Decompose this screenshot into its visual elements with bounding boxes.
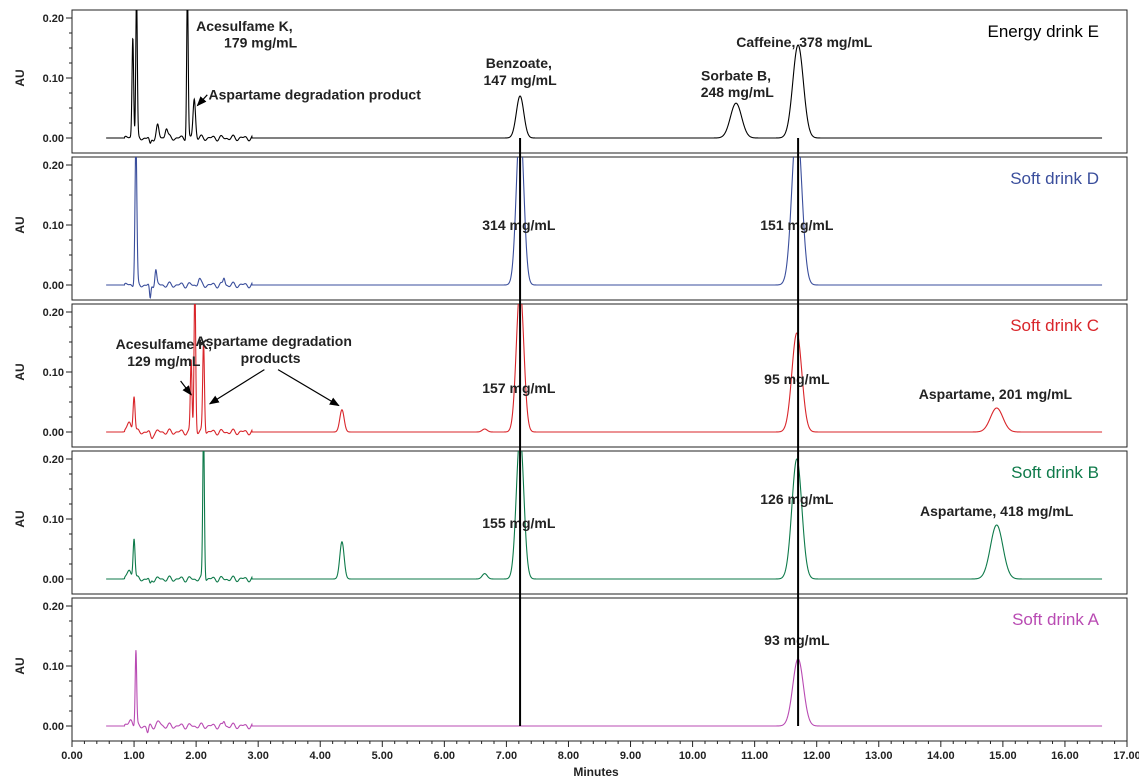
x-tick-label: 9.00: [620, 750, 641, 762]
panel-label: Soft drink C: [1010, 316, 1099, 335]
x-tick-label: 13.00: [865, 750, 893, 762]
x-tick-label: 2.00: [185, 750, 206, 762]
x-tick-label: 17.00: [1113, 750, 1139, 762]
peak-annotation: 248 mg/mL: [701, 84, 775, 100]
x-tick-label: 3.00: [247, 750, 268, 762]
y-axis-label: AU: [13, 657, 27, 674]
trace-soft-drink-b: [106, 451, 1103, 584]
trace-soft-drink-a: [106, 650, 1103, 734]
x-tick-label: 4.00: [310, 750, 331, 762]
y-tick-label: 0.20: [43, 307, 64, 319]
y-axis-label: AU: [13, 69, 27, 86]
y-axis-label: AU: [13, 216, 27, 233]
peak-annotation: 93 mg/mL: [764, 632, 830, 648]
peak-annotation: 129 mg/mL: [127, 353, 201, 369]
x-tick-label: 7.00: [496, 750, 517, 762]
peak-annotation: Acesulfame K,: [196, 18, 292, 34]
peak-annotation: Caffeine, 378 mg/mL: [736, 34, 873, 50]
peak-annotation: 95 mg/mL: [764, 371, 830, 387]
y-tick-label: 0.00: [43, 427, 64, 439]
peak-annotation: 147 mg/mL: [483, 72, 557, 88]
panel-label: Energy drink E: [988, 22, 1100, 41]
x-tick-label: 1.00: [123, 750, 144, 762]
peak-annotation: Acesulfame K,: [116, 336, 212, 352]
y-axis-label: AU: [13, 510, 27, 527]
y-tick-label: 0.20: [43, 160, 64, 172]
y-tick-label: 0.00: [43, 133, 64, 145]
peak-annotation: Aspartame degradation: [196, 333, 352, 349]
panel-soft-drink-a: 0.00 0.10 0.20 AU Soft drink A 93 mg/mL: [13, 597, 1128, 742]
x-tick-label: 12.00: [803, 750, 831, 762]
trace-energy-drink-e: [106, 10, 1103, 144]
peak-annotation: 126 mg/mL: [760, 491, 834, 507]
panel-frame: [71, 303, 1128, 448]
peak-annotation: products: [241, 350, 301, 366]
x-tick-label: 10.00: [679, 750, 707, 762]
x-tick-label: 5.00: [372, 750, 393, 762]
y-tick-label: 0.00: [43, 721, 64, 733]
peak-annotation: Sorbate B,: [701, 67, 771, 83]
peak-annotation: 157 mg/mL: [482, 380, 556, 396]
x-tick-label: 0.00: [61, 750, 82, 762]
panel-soft-drink-b: 0.00 0.10 0.20 AU Soft drink B 155 mg/mL 126 m…: [13, 450, 1128, 595]
x-axis: 0.00 1.00 2.00 3.00 4.00 5.00 6.00 7.00 8.00 9.00…: [61, 741, 1139, 762]
peak-annotation: 151 mg/mL: [760, 217, 834, 233]
y-tick-label: 0.20: [43, 13, 64, 25]
panel-frame: [71, 597, 1128, 742]
x-tick-label: 6.00: [434, 750, 455, 762]
panel-label: Soft drink A: [1012, 610, 1100, 629]
panel-soft-drink-d: 0.00 0.10 0.20 AU Soft drink D 314 mg/mL 151 m…: [13, 156, 1128, 301]
x-tick-label: 8.00: [558, 750, 579, 762]
x-tick-label: 15.00: [989, 750, 1017, 762]
peak-annotation: Benzoate,: [486, 55, 552, 71]
reference-lines: [519, 138, 800, 726]
panel-frame: [71, 156, 1128, 301]
y-tick-label: 0.20: [43, 454, 64, 466]
annotation-arrow: [277, 369, 340, 407]
peak-annotation: 179 mg/mL: [224, 34, 298, 50]
x-tick-label: 14.00: [927, 750, 955, 762]
y-tick-label: 0.10: [43, 220, 64, 232]
annotation-arrow: [196, 94, 208, 107]
panel-frame: [71, 450, 1128, 595]
x-axis-label: Minutes: [573, 765, 619, 779]
peak-annotation: Aspartame, 418 mg/mL: [920, 503, 1074, 519]
x-tick-label: 16.00: [1051, 750, 1079, 762]
annotation-arrow: [180, 380, 192, 396]
panel-label: Soft drink D: [1010, 169, 1099, 188]
peak-annotation: Aspartame, 201 mg/mL: [919, 386, 1073, 402]
panel-label: Soft drink B: [1011, 463, 1099, 482]
peak-annotation: Aspartame degradation product: [209, 87, 422, 103]
y-tick-label: 0.20: [43, 601, 64, 613]
y-tick-label: 0.00: [43, 574, 64, 586]
peak-annotation: 314 mg/mL: [482, 217, 556, 233]
y-tick-label: 0.10: [43, 367, 64, 379]
x-tick-label: 11.00: [741, 750, 768, 762]
panel-frame: [71, 9, 1128, 154]
y-axis-label: AU: [13, 363, 27, 380]
peak-annotation: 155 mg/mL: [482, 515, 556, 531]
trace-soft-drink-d: [106, 157, 1103, 299]
panel-energy-drink-e: 0.00 0.10 0.20 AU Energy drink E Acesulfame K…: [13, 9, 1128, 154]
y-tick-label: 0.10: [43, 661, 64, 673]
y-tick-label: 0.10: [43, 73, 64, 85]
y-tick-label: 0.00: [43, 280, 64, 292]
y-tick-label: 0.10: [43, 514, 64, 526]
annotation-arrow: [208, 369, 265, 405]
panels-layer: 0.00 0.10 0.20 AU Energy drink E Acesulfame K…: [13, 9, 1128, 742]
trace-soft-drink-c: [106, 304, 1103, 440]
